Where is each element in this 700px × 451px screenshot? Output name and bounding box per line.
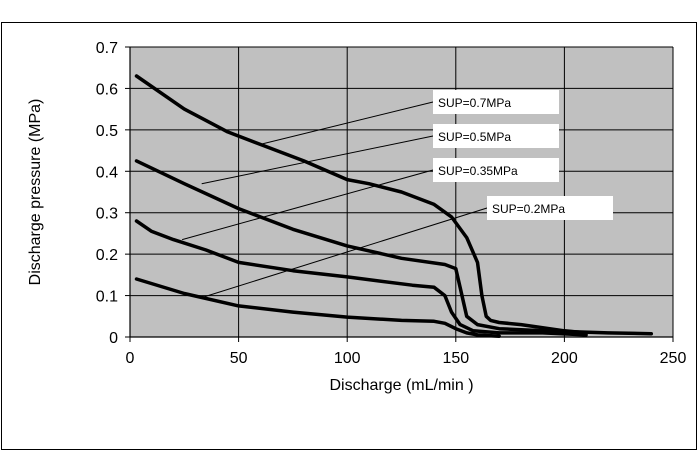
annotation-label: SUP=0.5MPa xyxy=(438,130,511,144)
annotation-label: SUP=0.7MPa xyxy=(438,96,511,110)
series-line xyxy=(134,277,501,338)
series-line xyxy=(134,159,654,336)
annotation-label: SUP=0.2MPa xyxy=(492,202,565,216)
chart-frame xyxy=(1,22,697,450)
x-tick-label: 0 xyxy=(126,350,135,367)
annotation-box xyxy=(433,158,559,182)
annotation-leader-line xyxy=(201,207,488,299)
y-tick-label: 0.1 xyxy=(96,289,118,306)
annotation-leader-line xyxy=(201,135,434,185)
x-tick-label: 150 xyxy=(442,350,469,367)
series-layer xyxy=(134,74,654,338)
x-tick-label: 200 xyxy=(551,350,578,367)
y-tick-labels: 0 0.1 0.2 0.3 0.4 0.5 0.6 0.7 xyxy=(96,40,118,347)
annotation-box xyxy=(487,196,613,220)
x-tick-label: 50 xyxy=(230,350,248,367)
x-tick-label: 250 xyxy=(660,350,687,367)
y-tick-label: 0.4 xyxy=(96,164,118,181)
y-tick-label: 0.3 xyxy=(96,206,118,223)
x-axis-label: Discharge (mL/min ) xyxy=(329,377,473,394)
annotation-layer: SUP=0.7MPa SUP=0.5MPa SUP=0.35MPa SUP=0.2MP… xyxy=(181,90,613,299)
series-line xyxy=(134,219,588,337)
annotation-leader-line xyxy=(181,169,434,241)
y-tick-label: 0.6 xyxy=(96,81,118,98)
annotation-label: SUP=0.35MPa xyxy=(438,164,518,178)
x-tick-labels: 0 50 100 150 200 250 xyxy=(126,350,687,367)
y-tick-label: 0.2 xyxy=(96,247,118,264)
annotation-leader-line xyxy=(260,101,434,145)
series-line xyxy=(134,74,588,335)
y-tick-label: 0.7 xyxy=(96,40,118,57)
x-tick-label: 100 xyxy=(334,350,361,367)
axes xyxy=(125,46,674,342)
y-tick-label: 0 xyxy=(109,330,118,347)
annotation-box xyxy=(433,90,559,114)
y-tick-label: 0.5 xyxy=(96,123,118,140)
annotation-box xyxy=(433,124,559,148)
y-axis-label: Discharge pressure (MPa) xyxy=(27,99,44,286)
